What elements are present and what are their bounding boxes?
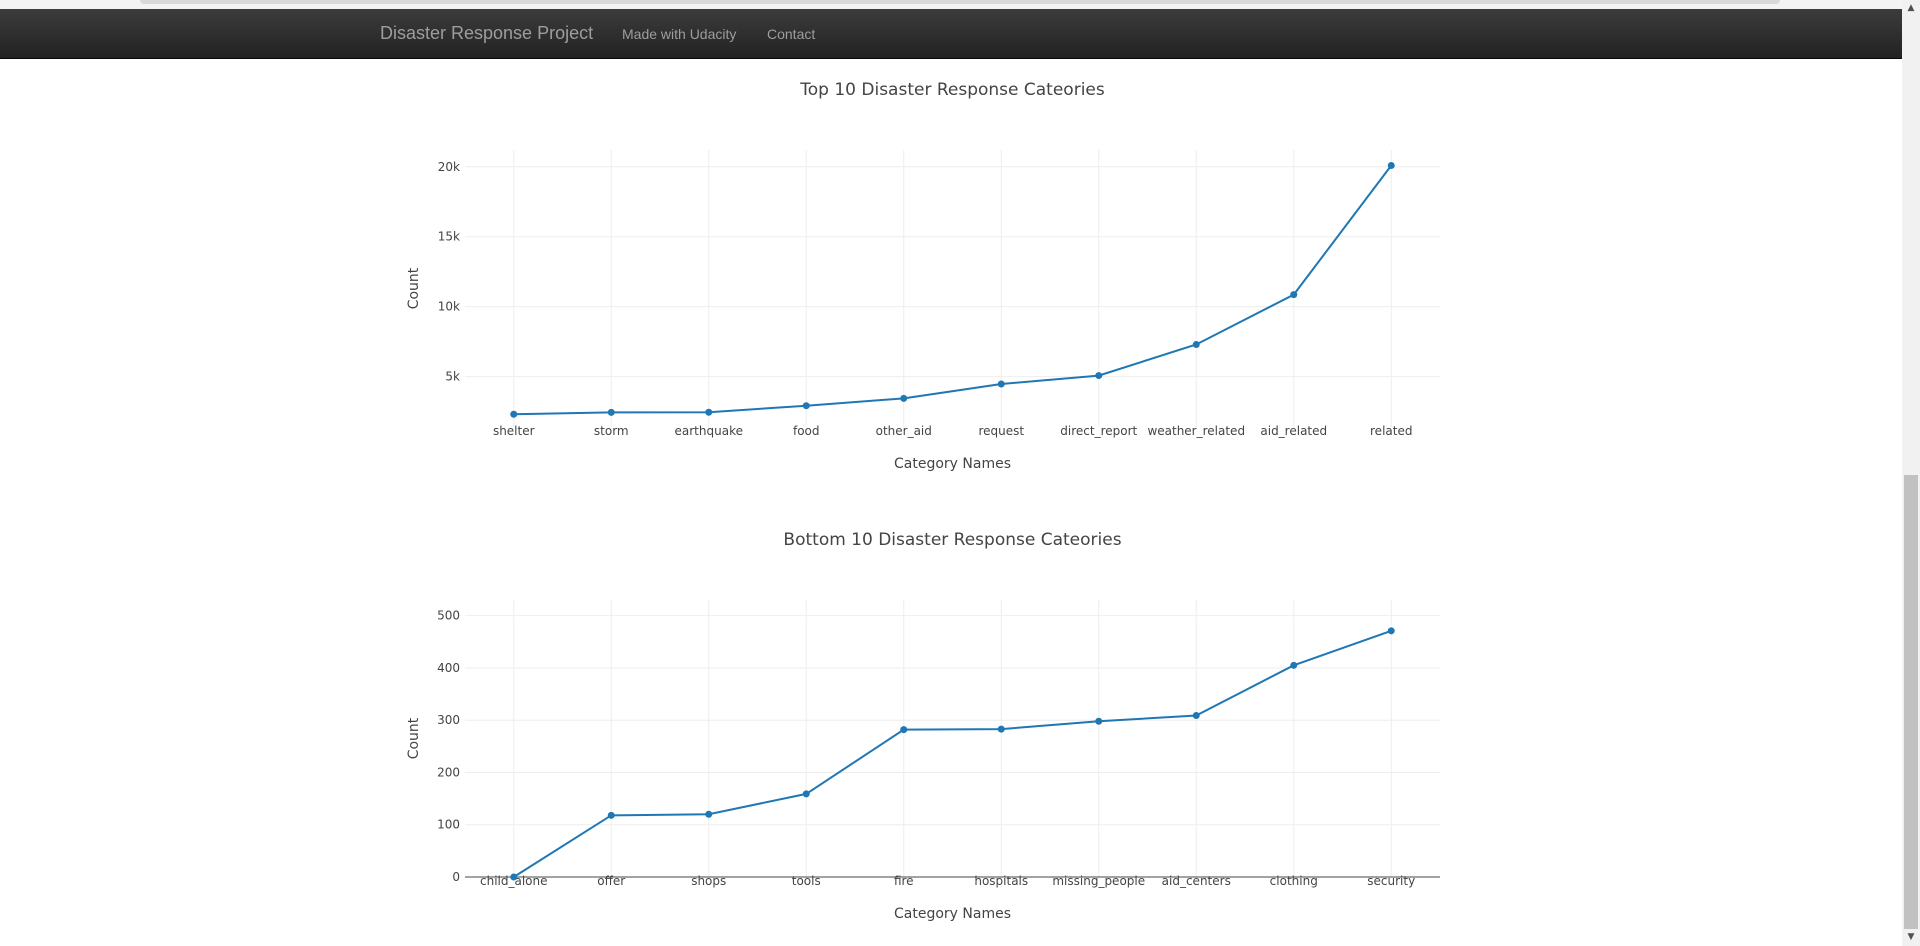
data-point[interactable] — [802, 790, 810, 798]
x-tick-label: aid_related — [1260, 424, 1327, 438]
y-tick-label: 500 — [437, 609, 460, 623]
x-tick-label: hospitals — [974, 874, 1028, 888]
vertical-scrollbar[interactable]: ▲ ▼ — [1902, 0, 1920, 946]
x-tick-label: other_aid — [876, 424, 932, 438]
navbar: Disaster Response Project Made with Udac… — [0, 9, 1902, 59]
data-point[interactable] — [705, 810, 713, 818]
x-tick-label: storm — [594, 424, 629, 438]
nav-link-contact[interactable]: Contact — [767, 26, 816, 42]
y-tick-label: 5k — [445, 370, 460, 384]
x-tick-label: missing_people — [1052, 874, 1145, 888]
x-tick-label: security — [1367, 874, 1415, 888]
data-point[interactable] — [1192, 712, 1200, 720]
chart-title: Top 10 Disaster Response Cateories — [799, 80, 1105, 100]
x-tick-label: clothing — [1270, 874, 1318, 888]
y-tick-label: 10k — [438, 300, 460, 314]
y-tick-label: 20k — [438, 160, 460, 174]
data-point[interactable] — [1290, 291, 1298, 299]
data-point[interactable] — [607, 811, 615, 819]
y-tick-label: 100 — [437, 818, 460, 832]
x-tick-label: shelter — [493, 424, 535, 438]
y-axis-title: Count — [406, 717, 422, 759]
y-tick-label: 400 — [437, 661, 460, 675]
data-point[interactable] — [1095, 372, 1103, 380]
data-point[interactable] — [1290, 661, 1298, 669]
data-point[interactable] — [802, 402, 810, 410]
y-tick-label: 0 — [452, 870, 460, 884]
x-tick-label: request — [978, 424, 1024, 438]
x-tick-label: related — [1370, 424, 1412, 438]
data-point[interactable] — [1095, 717, 1103, 725]
data-point[interactable] — [997, 380, 1005, 388]
data-point[interactable] — [900, 726, 908, 734]
browser-address-bar-edge — [140, 0, 1780, 4]
data-point[interactable] — [1387, 627, 1395, 635]
data-point[interactable] — [900, 394, 908, 402]
data-point[interactable] — [510, 410, 518, 418]
scroll-down-arrow-icon[interactable]: ▼ — [1907, 932, 1915, 942]
data-point[interactable] — [510, 873, 518, 881]
x-tick-label: child_alone — [480, 874, 548, 888]
series-line — [513, 629, 1392, 878]
x-tick-label: shops — [691, 874, 726, 888]
x-tick-label: aid_centers — [1162, 874, 1231, 888]
x-tick-label: fire — [894, 874, 914, 888]
navbar-brand[interactable]: Disaster Response Project — [380, 23, 594, 43]
y-axis-title: Count — [406, 267, 422, 309]
x-tick-label: earthquake — [675, 424, 743, 438]
scroll-up-arrow-icon[interactable]: ▲ — [1907, 3, 1915, 13]
x-axis-title: Category Names — [894, 456, 1011, 472]
nav-link-made-with-udacity[interactable]: Made with Udacity — [622, 26, 737, 42]
x-tick-label: food — [793, 424, 820, 438]
data-point[interactable] — [1387, 161, 1395, 169]
x-axis-title: Category Names — [894, 906, 1011, 922]
browser-chrome-strip — [0, 0, 1902, 9]
y-tick-label: 300 — [437, 713, 460, 727]
scrollbar-thumb[interactable] — [1904, 475, 1918, 929]
y-tick-label: 200 — [437, 765, 460, 779]
chart-title: Bottom 10 Disaster Response Cateories — [783, 530, 1121, 550]
x-tick-label: direct_report — [1060, 424, 1137, 438]
top-categories-chart: Top 10 Disaster Response Cateories 5k 10k 1… — [406, 80, 1440, 472]
x-tick-label: weather_related — [1147, 424, 1245, 438]
series-line — [513, 164, 1393, 416]
data-point[interactable] — [997, 725, 1005, 733]
y-tick-label: 15k — [438, 230, 460, 244]
x-tick-label: tools — [792, 874, 821, 888]
data-point[interactable] — [705, 408, 713, 416]
x-tick-label: offer — [597, 874, 625, 888]
bottom-categories-chart: Bottom 10 Disaster Response Cateories 0 10… — [406, 530, 1440, 922]
data-point[interactable] — [1192, 341, 1200, 349]
data-point[interactable] — [607, 408, 615, 416]
